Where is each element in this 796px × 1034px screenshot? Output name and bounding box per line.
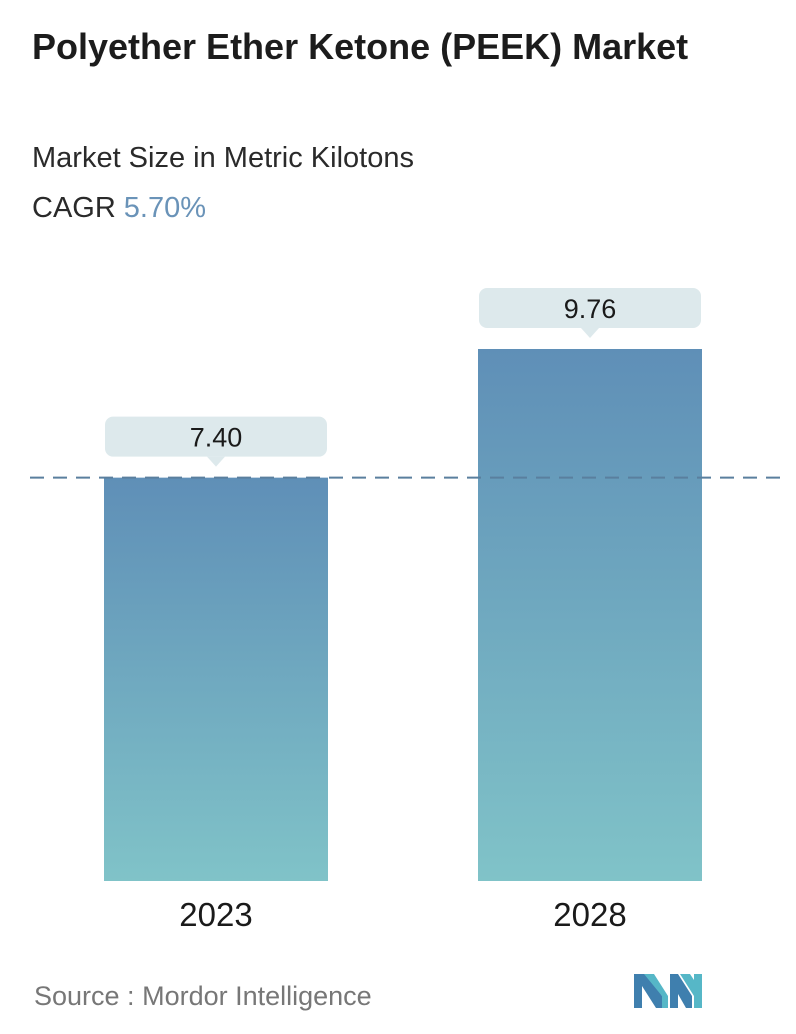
chart-subtitle: Market Size in Metric Kilotons xyxy=(32,142,414,174)
cagr-value: 5.70% xyxy=(123,192,207,224)
cagr-line: CAGR 5.70% xyxy=(32,188,206,228)
bar-chart: 7.40 2023 9.76 2028 xyxy=(30,288,780,933)
value-label-bubble-2028 xyxy=(479,288,701,328)
bars-layer xyxy=(104,349,702,881)
source-note: Source : Mordor Intelligence xyxy=(34,978,372,1014)
value-label-bubble-2023 xyxy=(105,416,327,457)
value-label-pointer-2028 xyxy=(581,328,599,338)
source-label: Source : xyxy=(34,981,135,1011)
value-label-2023: 7.40 xyxy=(190,423,243,453)
x-tick-label-2023: 2023 xyxy=(179,896,252,933)
value-label-pointer-2023 xyxy=(207,456,225,467)
x-tick-label-2028: 2028 xyxy=(553,896,626,933)
cagr-label: CAGR xyxy=(32,192,116,224)
mordor-intelligence-logo-icon xyxy=(634,974,702,1008)
bar-2023 xyxy=(104,477,328,881)
chart-title: Polyether Ether Ketone (PEEK) Market xyxy=(32,26,689,67)
bar-2028 xyxy=(478,349,702,881)
source-value: Mordor Intelligence xyxy=(142,981,372,1011)
labels-layer: 7.40 2023 9.76 2028 xyxy=(105,288,701,933)
value-label-2028: 9.76 xyxy=(564,294,617,324)
